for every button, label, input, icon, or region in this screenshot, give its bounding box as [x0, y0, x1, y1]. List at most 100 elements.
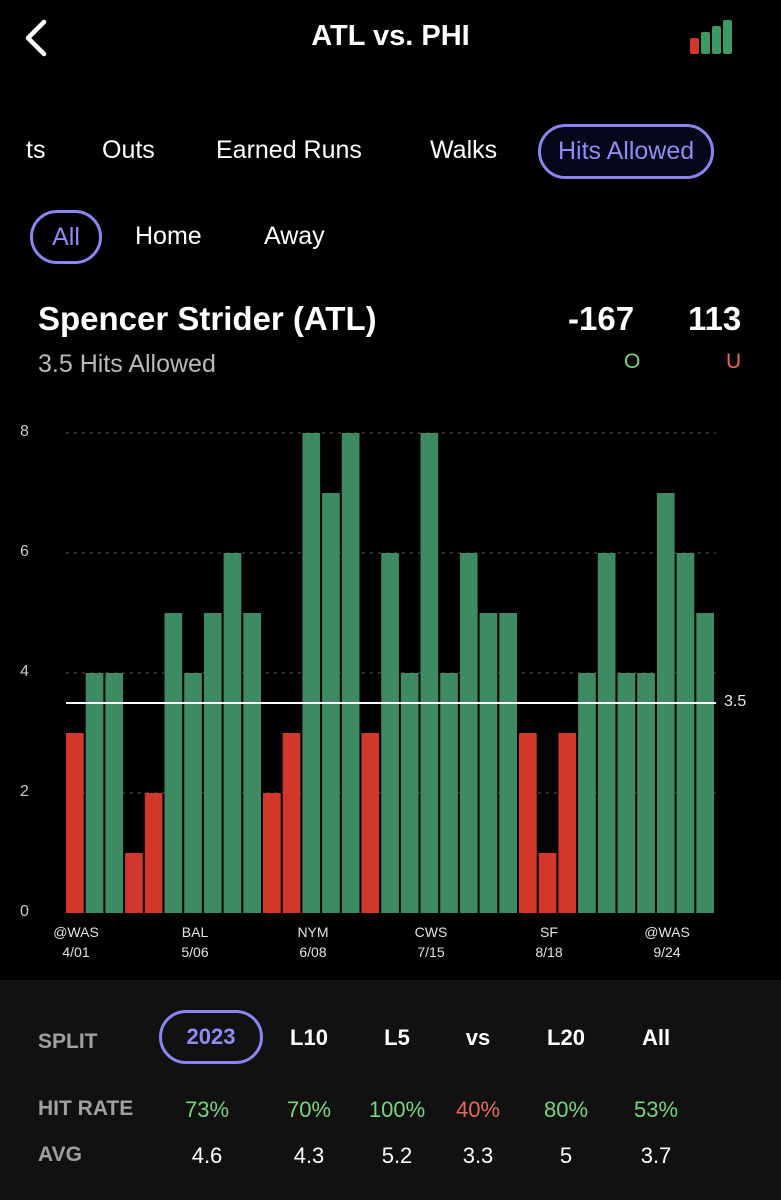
chart-bar[interactable] — [696, 613, 714, 913]
chart-bar[interactable] — [302, 433, 321, 913]
chart-bar[interactable] — [637, 673, 655, 913]
tab-outs[interactable]: Outs — [102, 136, 155, 164]
hit-rate-l10: 70% — [286, 1097, 332, 1122]
chevron-left-icon — [25, 19, 47, 57]
chart-bar[interactable] — [420, 433, 439, 913]
bar-chart — [66, 432, 716, 913]
avg-all: 3.7 — [640, 1143, 672, 1168]
hit-rate-2023: 73% — [184, 1097, 230, 1122]
market-tabs: ts Outs Earned Runs Walks Hits Allowed — [0, 120, 781, 182]
chart-bar[interactable] — [676, 553, 695, 913]
location-filter: All Home Away — [0, 205, 781, 269]
chart-bar[interactable] — [538, 853, 557, 913]
y-tick-2: 2 — [20, 783, 29, 800]
chart-bar[interactable] — [282, 733, 301, 913]
chart-bar[interactable] — [184, 673, 202, 913]
chart-bar[interactable] — [85, 673, 104, 913]
chart-bar[interactable] — [597, 553, 616, 913]
bar-chart-icon — [690, 20, 732, 54]
chart-bar[interactable] — [105, 673, 124, 913]
x-label-date: 7/15 — [417, 944, 445, 960]
x-label-team: BAL — [181, 924, 209, 940]
hit-rate-l5: 100% — [368, 1097, 426, 1122]
x-label-6: @WAS 9/24 — [627, 922, 707, 962]
chart-bar[interactable] — [203, 613, 222, 913]
over-tag: O — [624, 350, 641, 373]
chart-bar[interactable] — [519, 733, 537, 913]
chart-bar[interactable] — [440, 673, 458, 913]
under-tag: U — [726, 350, 742, 373]
chart-bar[interactable] — [223, 553, 242, 913]
split-panel — [0, 980, 781, 1200]
split-vs[interactable]: vs — [465, 1025, 491, 1050]
chart-bar[interactable] — [164, 613, 183, 913]
chart-bar[interactable] — [361, 733, 380, 913]
tab-strikeouts[interactable]: ts — [26, 136, 46, 164]
x-label-team: @WAS — [644, 924, 690, 940]
x-label-date: 9/24 — [653, 944, 681, 960]
x-label-3: NYM 6/08 — [273, 922, 353, 962]
chart-bar[interactable] — [459, 553, 478, 913]
hit-rate-all: 53% — [633, 1097, 679, 1122]
y-tick-8: 8 — [20, 423, 29, 440]
x-label-team: CWS — [414, 924, 448, 940]
chart-bar[interactable] — [125, 853, 143, 913]
avg-l20: 5 — [559, 1143, 573, 1168]
hit-rate-l20: 80% — [543, 1097, 589, 1122]
split-l5[interactable]: L5 — [384, 1025, 410, 1050]
hit-rate-vs: 40% — [455, 1097, 501, 1122]
chart-bar[interactable] — [263, 793, 281, 913]
market-line: 3.5 Hits Allowed — [38, 350, 216, 378]
chart-bar[interactable] — [243, 613, 261, 913]
tab-walks[interactable]: Walks — [430, 136, 498, 164]
stats-button[interactable] — [690, 20, 732, 56]
avg-vs: 3.3 — [462, 1143, 494, 1168]
avg-label: AVG — [38, 1143, 82, 1166]
chart-bar[interactable] — [479, 613, 498, 913]
x-label-team: SF — [540, 924, 558, 940]
split-l20[interactable]: L20 — [547, 1025, 585, 1050]
avg-l5: 5.2 — [381, 1143, 413, 1168]
x-label-1: @WAS 4/01 — [36, 922, 116, 962]
chart-bar[interactable] — [341, 433, 360, 913]
x-label-team: NYM — [297, 924, 329, 940]
under-odds[interactable]: 113 — [688, 300, 742, 337]
y-tick-6: 6 — [20, 543, 29, 560]
chart-bar[interactable] — [499, 613, 517, 913]
filter-all[interactable]: All — [30, 210, 102, 264]
chart-bar[interactable] — [617, 673, 636, 913]
y-tick-4: 4 — [20, 663, 29, 680]
x-label-2: BAL 5/06 — [155, 922, 235, 962]
avg-l10: 4.3 — [293, 1143, 325, 1168]
filter-away[interactable]: Away — [264, 222, 325, 250]
x-label-date: 4/01 — [62, 944, 90, 960]
header: ATL vs. PHI — [0, 0, 781, 80]
split-l10[interactable]: L10 — [290, 1025, 328, 1050]
split-label: SPLIT — [38, 1030, 98, 1053]
line-value-label: 3.5 — [724, 693, 747, 710]
chart-bar[interactable] — [400, 673, 419, 913]
filter-home[interactable]: Home — [135, 222, 202, 250]
chart-bar[interactable] — [558, 733, 577, 913]
page-title: ATL vs. PHI — [311, 20, 470, 52]
tab-earned-runs[interactable]: Earned Runs — [216, 136, 362, 164]
x-label-4: CWS 7/15 — [391, 922, 471, 962]
x-label-team: @WAS — [53, 924, 99, 940]
x-label-date: 5/06 — [181, 944, 209, 960]
chart-bar[interactable] — [578, 673, 596, 913]
over-odds[interactable]: -167 — [568, 300, 635, 337]
hits-chart: 8 6 4 2 0 3.5 @WAS 4/01 BAL 5/06 NYM 6/0… — [0, 410, 781, 980]
y-tick-0: 0 — [20, 903, 29, 920]
chart-bar[interactable] — [381, 553, 399, 913]
x-label-date: 8/18 — [535, 944, 563, 960]
avg-2023: 4.6 — [191, 1143, 223, 1168]
chart-bar[interactable] — [66, 733, 84, 913]
hit-rate-label: HIT RATE — [38, 1097, 134, 1120]
x-label-5: SF 8/18 — [509, 922, 589, 962]
player-name: Spencer Strider (ATL) — [38, 300, 377, 337]
chart-bar[interactable] — [144, 793, 163, 913]
tab-hits-allowed[interactable]: Hits Allowed — [538, 124, 715, 179]
split-2023[interactable]: 2023 — [159, 1010, 263, 1064]
back-button[interactable] — [22, 18, 52, 58]
split-all[interactable]: All — [641, 1025, 671, 1050]
